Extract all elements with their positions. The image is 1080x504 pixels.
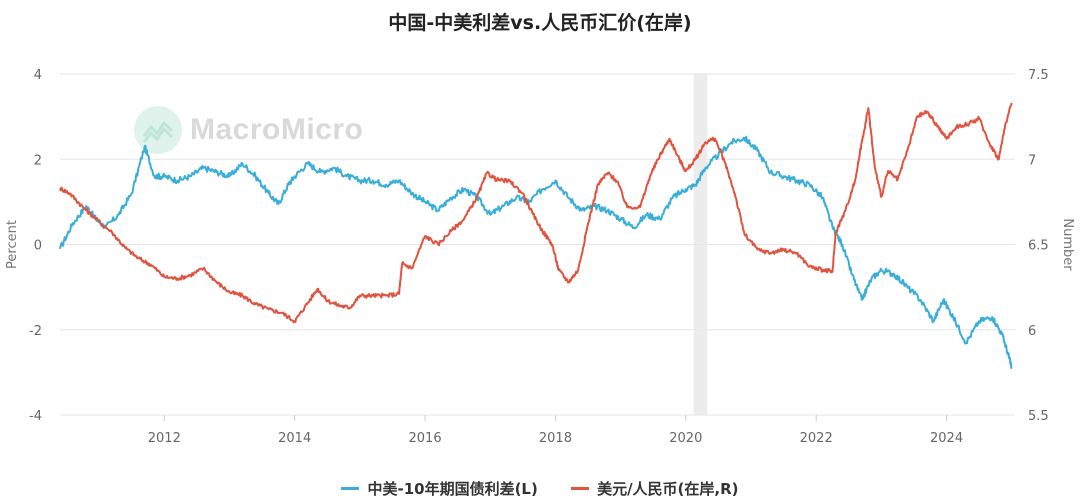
legend-item-fx[interactable]: 美元/人民币(在岸,R) xyxy=(571,478,739,499)
legend-swatch-fx xyxy=(571,487,590,490)
left-tick-label: -2 xyxy=(29,324,42,339)
right-axis-label: Number xyxy=(1060,218,1075,271)
left-tick-label: 0 xyxy=(34,239,42,254)
x-tick-label: 2024 xyxy=(930,431,963,446)
right-tick-label: 6.5 xyxy=(1028,239,1049,254)
legend-item-spread[interactable]: 中美-10年期国债利差(L) xyxy=(341,478,538,499)
x-tick-label: 2020 xyxy=(669,431,702,446)
x-tick-label: 2018 xyxy=(539,431,572,446)
x-tick-label: 2016 xyxy=(409,431,442,446)
left-axis-label: Percent xyxy=(5,220,20,269)
right-tick-label: 5.5 xyxy=(1028,409,1049,424)
legend-label-fx: 美元/人民币(在岸,R) xyxy=(597,480,739,498)
x-tick-label: 2012 xyxy=(148,431,181,446)
right-tick-label: 6 xyxy=(1028,324,1036,339)
left-tick-label: 2 xyxy=(34,153,42,168)
series-line-spread xyxy=(59,135,1013,370)
x-tick-label: 2014 xyxy=(278,431,311,446)
x-tick-label: 2022 xyxy=(800,431,833,446)
chart-title: 中国-中美利差vs.人民币汇价(在岸) xyxy=(388,12,692,34)
watermark-logo-icon xyxy=(134,106,182,154)
series-line-fx xyxy=(59,102,1013,324)
left-tick-label: -4 xyxy=(29,409,42,424)
legend-swatch-spread xyxy=(341,487,360,490)
right-tick-label: 7.5 xyxy=(1028,68,1049,83)
chart-legend: 中美-10年期国债利差(L) 美元/人民币(在岸,R) xyxy=(0,476,1080,499)
watermark-text: MacroMicro xyxy=(190,113,364,146)
watermark: MacroMicro xyxy=(134,106,363,154)
right-tick-label: 7 xyxy=(1028,153,1036,168)
legend-label-spread: 中美-10年期国债利差(L) xyxy=(367,480,538,498)
left-tick-label: 4 xyxy=(34,68,42,83)
